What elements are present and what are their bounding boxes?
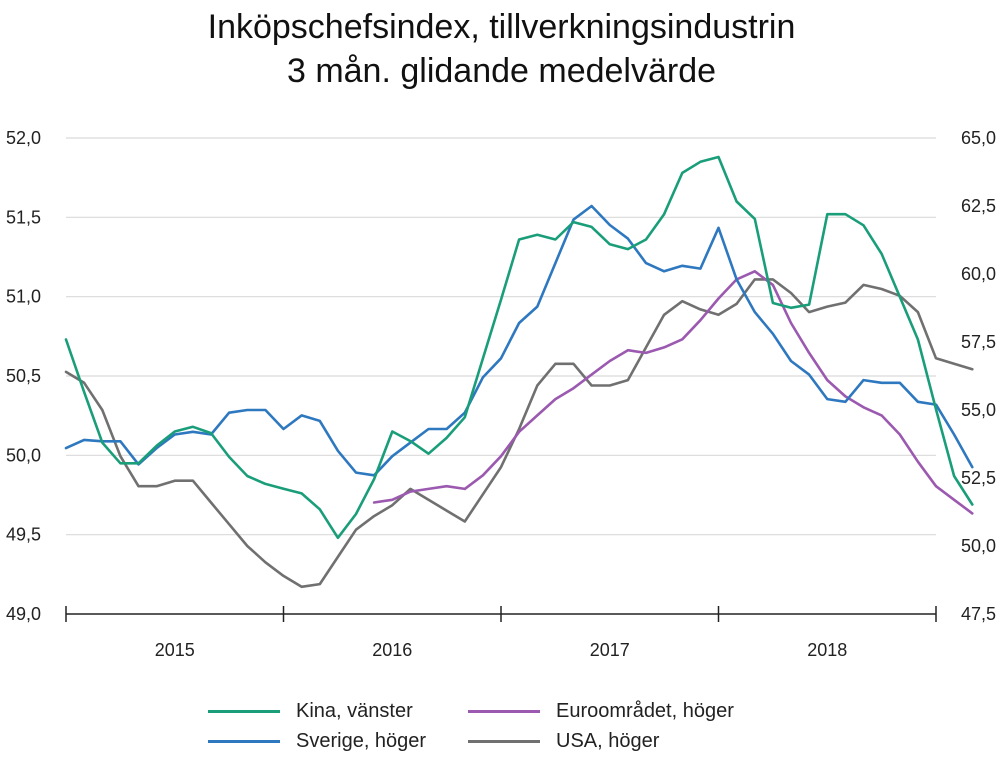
left-tick-label: 49,0 — [6, 604, 41, 624]
legend-label-kina: Kina, vänster — [296, 700, 413, 722]
legend-swatch-kina — [208, 710, 280, 713]
right-tick-label: 47,5 — [961, 604, 996, 624]
left-tick-label: 50,0 — [6, 445, 41, 465]
legend-item-kina: Kina, vänster — [208, 700, 413, 723]
series-line-euro — [372, 269, 974, 515]
right-tick-label: 60,0 — [961, 264, 996, 284]
right-tick-label: 62,5 — [961, 196, 996, 216]
legend-item-euro: Euroområdet, höger — [468, 700, 734, 723]
legend-swatch-usa — [468, 740, 540, 743]
x-tick-label: 2017 — [590, 640, 630, 660]
x-axis: 2015 2016 2017 2018 — [65, 606, 937, 660]
right-tick-label: 55,0 — [961, 400, 996, 420]
legend-label-sverige: Sverige, höger — [296, 730, 427, 752]
x-tick-label: 2015 — [155, 640, 195, 660]
left-tick-label: 52,0 — [6, 128, 41, 148]
left-axis-ticks: 49,0 49,5 50,0 50,5 51,0 51,5 52,0 — [6, 128, 41, 624]
left-tick-label: 50,5 — [6, 366, 41, 386]
chart-title: Inköpschefsindex, tillverkningsindustrin — [207, 8, 796, 46]
series-line-kina — [64, 155, 974, 540]
right-tick-label: 50,0 — [961, 536, 996, 556]
legend-label-euro: Euroområdet, höger — [556, 700, 734, 722]
right-axis-ticks: 47,5 50,0 52,5 55,0 57,5 60,0 62,5 65,0 — [961, 128, 996, 624]
left-tick-label: 49,5 — [6, 525, 41, 545]
x-tick-label: 2018 — [807, 640, 847, 660]
left-tick-label: 51,0 — [6, 287, 41, 307]
series-line-usa — [64, 278, 974, 589]
right-tick-label: 65,0 — [961, 128, 996, 148]
chart-subtitle: 3 mån. glidande medelvärde — [286, 52, 717, 90]
legend-swatch-euro — [468, 710, 540, 713]
legend-item-usa: USA, höger — [468, 730, 659, 753]
right-tick-label: 52,5 — [961, 468, 996, 488]
line-chart: 49,0 49,5 50,0 50,5 51,0 51,5 52,0 47,5 50,0 52,… — [6, 128, 996, 660]
series-line-sverige — [64, 204, 974, 477]
series-lines — [64, 155, 974, 589]
legend-swatch-sverige — [208, 740, 280, 743]
gridlines — [66, 137, 936, 536]
legend: Kina, vänster Euroområdet, höger Sverige… — [0, 700, 1003, 760]
legend-item-sverige: Sverige, höger — [208, 730, 426, 753]
left-tick-label: 51,5 — [6, 207, 41, 227]
right-tick-label: 57,5 — [961, 332, 996, 352]
x-tick-label: 2016 — [372, 640, 412, 660]
legend-label-usa: USA, höger — [556, 730, 660, 752]
